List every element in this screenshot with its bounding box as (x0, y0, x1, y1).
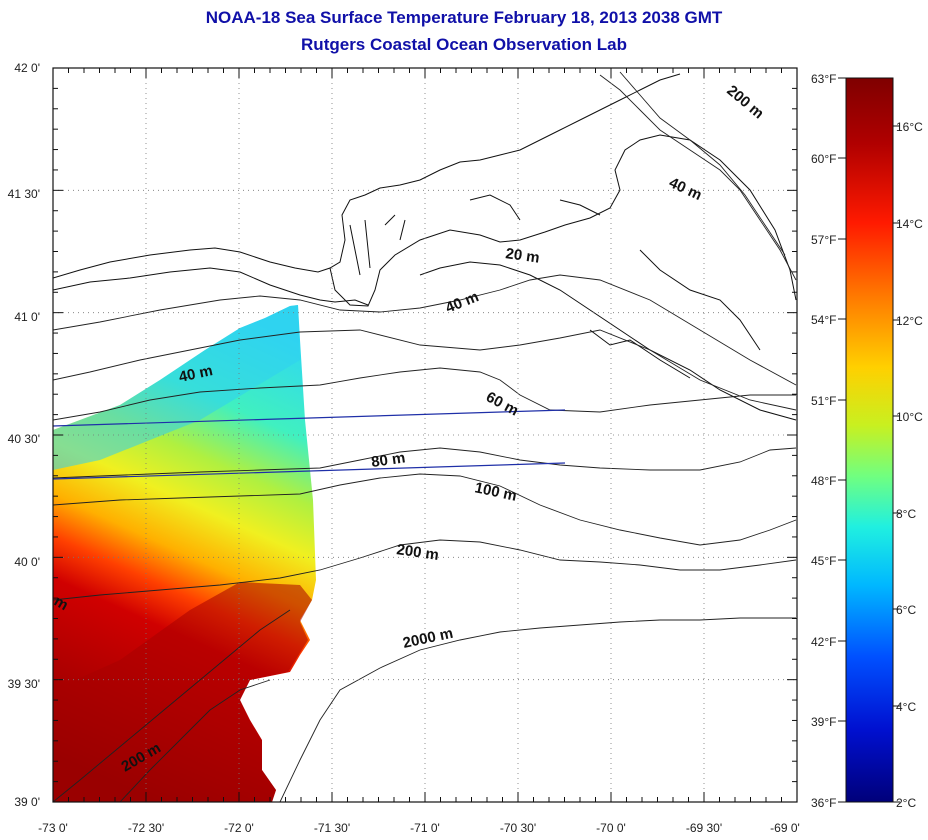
map-title: NOAA-18 Sea Surface Temperature February… (205, 8, 723, 27)
lon-label: -70 0' (596, 821, 626, 835)
fahrenheit-label: 57°F (811, 233, 836, 247)
isobath-label: 40 m (177, 362, 214, 386)
fahrenheit-label: 36°F (811, 796, 836, 810)
isobaths (53, 71, 797, 802)
lat-label: 40 0' (14, 555, 40, 569)
lat-label: 39 30' (8, 677, 40, 691)
graticule (53, 68, 797, 802)
fahrenheit-label: 63°F (811, 72, 836, 86)
fahrenheit-label: 48°F (811, 474, 836, 488)
lat-label: 41 30' (8, 187, 40, 201)
celsius-label: 10°C (896, 410, 923, 424)
lat-label: 42 0' (14, 61, 40, 75)
lat-label: 39 0' (14, 795, 40, 809)
sst-swath (53, 305, 316, 802)
lon-label: -69 0' (770, 821, 800, 835)
frame-ticks (52, 67, 798, 803)
lon-label: -71 0' (410, 821, 440, 835)
celsius-label: 14°C (896, 217, 923, 231)
latitude-labels: 42 0' 41 30' 41 0' 40 30' 40 0' 39 30' 3… (8, 61, 40, 809)
isobath-label: 80 m (370, 449, 406, 471)
longitude-labels: -73 0' -72 30' -72 0' -71 30' -71 0' -70… (38, 821, 800, 835)
celsius-label: 12°C (896, 314, 923, 328)
isobath-label: 40 m (443, 288, 481, 317)
coastline (53, 73, 797, 421)
lon-label: -71 30' (314, 821, 350, 835)
fahrenheit-label: 39°F (811, 715, 836, 729)
sst-warm-core (53, 582, 312, 802)
isobath-label: 60 m (483, 389, 521, 420)
track-line (52, 462, 566, 480)
isobath-label: 200 m (723, 82, 767, 122)
lon-label: -69 30' (686, 821, 722, 835)
celsius-label: 16°C (896, 120, 923, 134)
isobath-label: 40 m (666, 174, 704, 204)
lat-label: 40 30' (8, 432, 40, 446)
lon-label: -72 30' (128, 821, 164, 835)
fahrenheit-label: 42°F (811, 635, 836, 649)
fahrenheit-label: 45°F (811, 554, 836, 568)
track-line (52, 409, 566, 427)
lon-label: -72 0' (224, 821, 254, 835)
colorbar-celsius-labels: 16°C 14°C 12°C 10°C 8°C 6°C 4°C 2°C (896, 120, 923, 810)
lon-label: -73 0' (38, 821, 68, 835)
colorbar (845, 77, 894, 803)
colorbar-fahrenheit-labels: 63°F 60°F 57°F 54°F 51°F 48°F 45°F 42°F … (811, 72, 836, 810)
lat-label: 41 0' (14, 310, 40, 324)
colorbar-ticks (838, 77, 900, 803)
isobath-label: 200 m (395, 541, 439, 564)
celsius-label: 4°C (896, 700, 916, 714)
satellite-tracks (52, 409, 566, 480)
fahrenheit-label: 60°F (811, 152, 836, 166)
sst-cool-band (53, 305, 300, 470)
lon-label: -70 30' (500, 821, 536, 835)
fahrenheit-label: 54°F (811, 313, 836, 327)
celsius-label: 2°C (896, 796, 916, 810)
isobath-label: 20 m (504, 245, 540, 267)
celsius-label: 8°C (896, 507, 916, 521)
isobath-label: 100 m (473, 479, 518, 504)
map-subtitle: Rutgers Coastal Ocean Observation Lab (301, 35, 627, 54)
celsius-label: 6°C (896, 603, 916, 617)
fahrenheit-label: 51°F (811, 394, 836, 408)
